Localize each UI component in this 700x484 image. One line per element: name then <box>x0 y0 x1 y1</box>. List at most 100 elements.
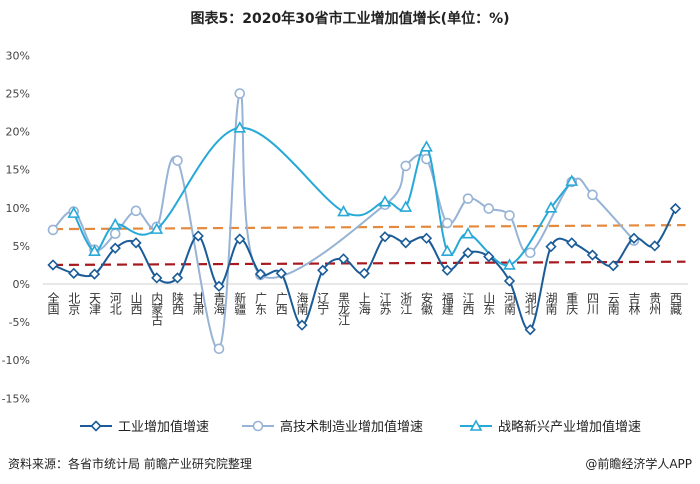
y-tick-label: -15% <box>2 392 30 405</box>
data-point-diamond <box>254 268 267 280</box>
data-point-diamond <box>130 237 142 249</box>
x-tick-label: 江苏 <box>378 292 392 315</box>
data-point-triangle <box>233 121 247 133</box>
x-tick-label: 重庆 <box>565 292 579 315</box>
data-point-diamond <box>669 202 682 215</box>
data-point-circle <box>483 203 495 214</box>
x-tick-label: 海南 <box>295 291 309 315</box>
y-tick-label: 0% <box>13 278 30 291</box>
data-point-diamond <box>88 268 101 280</box>
x-tick-label: 青海 <box>212 292 226 315</box>
y-tick-label: 15% <box>6 164 30 177</box>
data-point-diamond <box>400 237 412 249</box>
y-tick-label: -5% <box>9 316 30 329</box>
data-point-diamond <box>109 242 121 254</box>
data-point-diamond <box>566 237 578 249</box>
data-point-diamond <box>296 319 308 331</box>
data-point-diamond <box>171 272 184 284</box>
data-point-circle <box>234 88 246 99</box>
data-point-circle <box>213 343 225 355</box>
data-point-diamond <box>441 264 453 276</box>
data-point-diamond <box>586 249 599 261</box>
data-point-triangle <box>399 200 413 212</box>
data-point-diamond <box>649 240 661 252</box>
data-point-triangle <box>67 206 81 218</box>
legend-label: 战略新兴产业增加值增速 <box>498 419 641 435</box>
x-tick-label: 北京 <box>67 292 81 316</box>
x-tick-label: 天津 <box>88 292 102 315</box>
trend-line <box>52 223 686 231</box>
data-point-triangle <box>88 244 101 257</box>
x-tick-label: 广西 <box>274 292 288 315</box>
data-point-circle <box>524 247 536 259</box>
y-tick-label: 25% <box>6 88 30 101</box>
data-point-diamond <box>607 260 619 272</box>
data-point-circle <box>172 155 183 166</box>
data-point-triangle <box>503 258 516 270</box>
data-point-diamond <box>503 275 516 287</box>
x-tick-label: 黑龙江 <box>337 292 351 326</box>
y-tick-label: -10% <box>2 354 30 367</box>
x-tick-label: 山西 <box>129 292 143 315</box>
x-tick-label: 贵州 <box>648 292 662 315</box>
x-tick-label: 河南 <box>503 292 517 315</box>
data-point-triangle <box>420 140 433 152</box>
x-tick-label: 福建 <box>440 291 454 316</box>
data-point-diamond <box>234 233 246 245</box>
data-point-triangle <box>337 204 350 217</box>
data-point-diamond <box>358 267 370 279</box>
data-point-triangle <box>565 174 579 186</box>
x-tick-label: 河北 <box>108 292 122 316</box>
x-tick-label: 四川 <box>586 292 600 315</box>
chart-title: 图表5：2020年30省市工业增加值增长(单位：%) <box>190 11 510 27</box>
x-tick-label: 山东 <box>482 292 496 315</box>
data-point-circle <box>462 193 474 204</box>
data-point-diamond <box>151 272 163 284</box>
data-point-triangle <box>378 195 392 207</box>
data-point-diamond <box>275 267 287 279</box>
y-tick-label: 5% <box>13 240 30 253</box>
data-point-circle <box>400 160 412 172</box>
data-point-diamond <box>317 264 329 276</box>
data-point-diamond <box>420 232 433 244</box>
brand-credit: @前瞻经济学人APP <box>585 457 692 471</box>
data-point-diamond <box>483 250 495 263</box>
series-line <box>72 126 573 266</box>
x-tick-label: 湖南 <box>544 291 558 315</box>
data-point-triangle <box>440 244 454 257</box>
x-tick-label: 甘肃 <box>191 292 205 316</box>
x-tick-label: 辽宁 <box>316 292 330 315</box>
data-point-diamond <box>68 267 80 279</box>
legend-marker <box>90 420 102 432</box>
legend-marker <box>252 420 264 432</box>
y-tick-label: 20% <box>6 126 30 139</box>
data-point-diamond <box>462 247 474 259</box>
x-tick-label: 吉林 <box>627 292 641 315</box>
data-point-diamond <box>628 232 640 244</box>
data-point-circle <box>504 210 515 221</box>
x-tick-label: 西藏 <box>669 292 683 316</box>
data-point-diamond <box>192 230 204 242</box>
x-tick-label: 新疆 <box>233 291 247 315</box>
x-tick-label: 浙江 <box>399 292 413 315</box>
x-tick-label: 内蒙古 <box>150 292 164 326</box>
x-tick-label: 全国 <box>46 291 60 315</box>
x-tick-label: 安徽 <box>420 291 434 315</box>
legend-label: 工业增加值增速 <box>118 419 209 435</box>
data-point-diamond <box>379 231 391 243</box>
data-point-circle <box>441 217 453 229</box>
y-tick-label: 30% <box>6 49 30 62</box>
x-tick-label: 广东 <box>254 292 268 315</box>
trend-line <box>52 260 686 267</box>
data-point-diamond <box>337 253 350 265</box>
data-point-diamond <box>47 259 59 271</box>
data-point-circle <box>47 224 59 236</box>
legend-label: 高技术制造业增加值增速 <box>280 419 423 435</box>
source-note: 资料来源：各省市统计局 前瞻产业研究院整理 <box>8 457 252 471</box>
data-point-diamond <box>524 324 536 336</box>
x-tick-label: 江西 <box>461 292 475 315</box>
data-point-triangle <box>544 201 558 213</box>
legend-marker <box>469 419 483 431</box>
